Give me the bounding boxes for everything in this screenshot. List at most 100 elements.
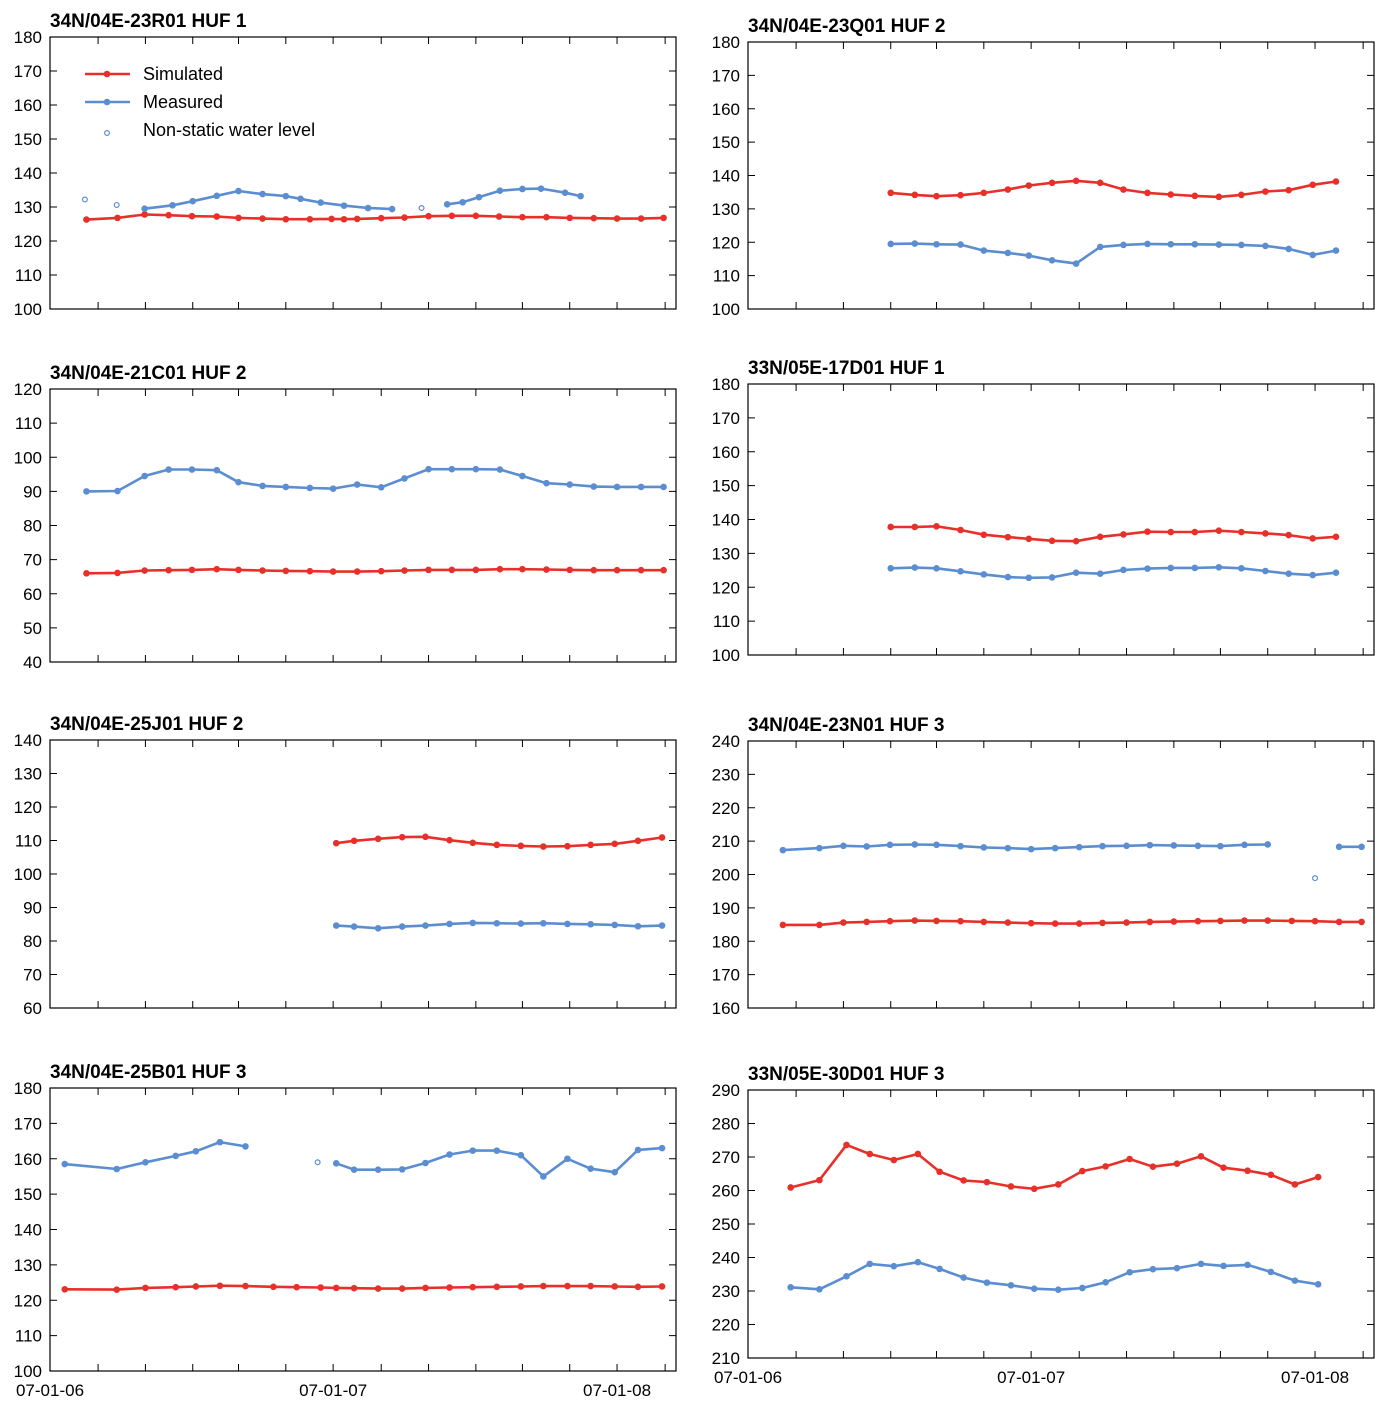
data-point xyxy=(933,240,940,248)
data-point xyxy=(242,1143,249,1150)
data-point xyxy=(1099,919,1106,927)
data-point xyxy=(1215,241,1223,248)
data-point xyxy=(611,1283,619,1290)
data-point xyxy=(1244,1167,1251,1175)
data-point xyxy=(1173,1264,1181,1272)
data-point xyxy=(114,487,121,495)
data-point xyxy=(192,1283,200,1290)
y-tick-label: 100 xyxy=(14,865,42,884)
data-point xyxy=(425,212,432,220)
y-tick-label: 280 xyxy=(712,1115,740,1134)
data-point xyxy=(398,1166,406,1173)
data-point xyxy=(1144,528,1151,535)
data-point xyxy=(114,214,121,222)
data-point xyxy=(401,567,408,574)
data-point xyxy=(350,923,358,930)
data-point xyxy=(1102,1278,1109,1286)
y-tick-label: 160 xyxy=(14,96,42,115)
data-point xyxy=(1191,528,1199,536)
data-point xyxy=(980,189,988,197)
data-point xyxy=(957,191,964,199)
data-point xyxy=(213,565,221,573)
data-point xyxy=(543,213,550,221)
data-point xyxy=(1144,565,1151,572)
data-point xyxy=(169,202,176,209)
data-point xyxy=(1048,574,1056,581)
data-point xyxy=(282,483,290,491)
series-line xyxy=(890,242,1337,265)
data-point xyxy=(911,240,919,247)
data-point xyxy=(1332,569,1340,576)
data-point xyxy=(340,202,348,209)
data-point xyxy=(213,466,221,474)
data-point xyxy=(587,841,594,849)
data-point xyxy=(1285,570,1292,577)
x-tick-label: 07-01-07 xyxy=(997,1368,1065,1387)
data-point xyxy=(141,211,148,218)
data-point xyxy=(886,841,894,849)
y-tick-label: 170 xyxy=(712,409,740,428)
data-point xyxy=(1197,1260,1205,1268)
data-point xyxy=(443,200,451,208)
data-point xyxy=(543,479,550,487)
y-tick-label: 150 xyxy=(14,130,42,149)
y-tick-label: 110 xyxy=(15,1327,42,1346)
data-point xyxy=(957,568,964,575)
data-point xyxy=(613,483,621,491)
data-point xyxy=(1048,179,1056,187)
y-tick-label: 220 xyxy=(712,799,740,818)
data-point xyxy=(213,192,221,200)
data-point xyxy=(83,216,90,223)
data-point xyxy=(282,215,290,223)
series-simulated xyxy=(83,565,667,577)
y-tick-label: 170 xyxy=(14,1114,42,1133)
data-point xyxy=(61,1285,69,1293)
data-point xyxy=(1217,917,1224,925)
data-point xyxy=(890,1156,898,1164)
data-point xyxy=(566,566,574,574)
y-tick-label: 180 xyxy=(712,375,740,394)
data-point xyxy=(306,215,314,223)
data-point xyxy=(1075,920,1083,927)
y-tick-label: 120 xyxy=(14,798,42,817)
data-point xyxy=(1309,535,1317,542)
data-point xyxy=(933,564,940,572)
legend-item-nonstatic: Non-static water level xyxy=(103,120,315,140)
panel-title: 34N/04E-23R01 HUF 1 xyxy=(50,11,247,32)
legend: Simulated Measured Non-static water level xyxy=(85,64,315,140)
y-tick-label: 100 xyxy=(14,300,42,319)
data-point xyxy=(1120,566,1127,574)
data-point xyxy=(235,214,242,222)
data-point xyxy=(1102,1163,1109,1170)
data-point xyxy=(213,213,221,220)
data-point xyxy=(172,1152,179,1160)
data-point xyxy=(293,1283,300,1291)
data-point xyxy=(980,918,988,926)
panel-5: 34N/04E-25J01 HUF 2 60 70 80 90 100 110 120 130 1… xyxy=(14,714,677,1018)
data-point xyxy=(1051,844,1059,852)
y-tick-label: 140 xyxy=(14,731,42,750)
data-point xyxy=(332,1160,340,1167)
data-point xyxy=(493,1147,501,1154)
legend-swatch-point xyxy=(103,98,111,106)
data-point xyxy=(779,846,787,854)
data-point xyxy=(1096,533,1104,541)
data-point xyxy=(1123,842,1130,850)
data-point xyxy=(611,840,619,848)
data-point xyxy=(787,1184,794,1191)
data-point xyxy=(1079,1167,1086,1175)
x-tick-label: 07-01-06 xyxy=(714,1368,782,1387)
data-point xyxy=(911,564,919,571)
data-point xyxy=(297,195,304,203)
data-point xyxy=(840,842,847,850)
nonstatic-point xyxy=(314,1159,321,1166)
y-tick-label: 120 xyxy=(14,232,42,251)
data-point xyxy=(1054,1286,1062,1293)
data-point xyxy=(1194,842,1202,850)
data-point xyxy=(1291,1181,1299,1188)
y-tick-label: 150 xyxy=(712,477,740,496)
data-point xyxy=(543,566,550,573)
series-line xyxy=(86,467,664,493)
data-point xyxy=(472,212,480,220)
data-point xyxy=(113,1165,121,1173)
